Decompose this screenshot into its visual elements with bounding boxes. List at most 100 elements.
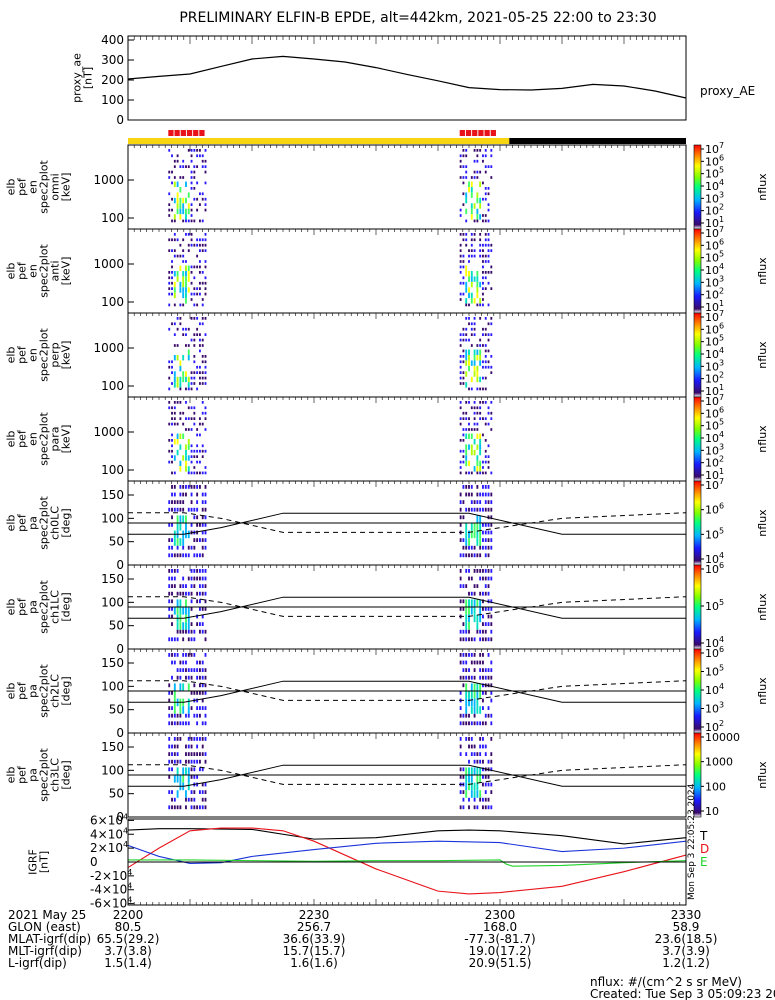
spectrogram-pixel xyxy=(201,805,204,810)
spectrogram-pixel xyxy=(479,744,482,749)
spectrogram-pixel xyxy=(193,149,196,152)
spectrogram-pixel xyxy=(201,683,204,688)
colorbar-tick-label: 106 xyxy=(705,405,724,420)
spectrogram-pixel xyxy=(198,706,201,710)
spectrogram-pixel xyxy=(179,208,182,215)
spectrogram-ylabel-3-line-2: en xyxy=(27,348,40,362)
spectrogram-pixel xyxy=(462,775,465,779)
spectrogram-pixel xyxy=(482,485,484,489)
spectrogram-ytick-label: 100 xyxy=(101,295,124,309)
spectrogram-pixel xyxy=(482,737,484,741)
spectrogram-pixel xyxy=(182,219,185,223)
spectrogram-pixel xyxy=(490,401,493,404)
spectrogram-panel-3: 1001000elbpefenspec2plotperp[keV]1011021… xyxy=(5,309,770,398)
spectrogram-pixel xyxy=(459,355,462,358)
spectrogram-pixel xyxy=(470,530,473,539)
spectrogram-pixel xyxy=(459,721,462,726)
spectrogram-pixel xyxy=(459,691,462,695)
spectrogram-pixel xyxy=(201,322,204,326)
spectrogram-pixel xyxy=(470,192,473,198)
spectrogram-pixel xyxy=(465,629,468,634)
spectrogram-pixel xyxy=(176,376,179,383)
spectrogram-pixel xyxy=(479,170,482,174)
spectrogram-pixel xyxy=(168,249,171,252)
spectrogram-pixel xyxy=(484,471,487,475)
spectrogram-pixel xyxy=(196,614,199,619)
spectrogram-pixel xyxy=(185,197,187,204)
spectrogram-pixel xyxy=(468,433,470,439)
spectrogram-pixel xyxy=(476,197,479,204)
spectrogram-pixel xyxy=(470,333,473,336)
spectrogram-pixel xyxy=(173,159,176,163)
spectrogram-pixel xyxy=(479,444,482,450)
spectrogram-pixel xyxy=(171,752,173,756)
spectrogram-pixel xyxy=(196,471,199,475)
spectrogram-pixel xyxy=(473,713,476,718)
spectrogram-pixel xyxy=(462,376,465,380)
spectrogram-pixel xyxy=(185,276,187,282)
spectrogram-pixel xyxy=(476,276,479,282)
spectrogram-pixel xyxy=(482,276,484,280)
spectrogram-pixel xyxy=(168,238,171,242)
spectrogram-pixel xyxy=(198,260,201,263)
spectrogram-pixel xyxy=(193,767,196,772)
spectrogram-pixel xyxy=(476,553,479,558)
spectrogram-pixel xyxy=(487,338,490,342)
spectrogram-pixel xyxy=(482,599,484,604)
spectrogram-pixel xyxy=(487,281,490,285)
spectrogram-pixel xyxy=(173,683,176,691)
spectrogram-pixel xyxy=(490,782,493,787)
spectrogram-pixel xyxy=(201,317,204,320)
spectrogram-pixel xyxy=(465,192,468,198)
spectrogram-pixel xyxy=(468,653,470,657)
spectrogram-pixel xyxy=(476,455,479,461)
spectrogram-pixel xyxy=(476,767,479,775)
spectrogram-pixel xyxy=(179,607,182,615)
spectrogram-pixel xyxy=(171,170,173,174)
spectrogram-pixel xyxy=(482,333,484,336)
spectrogram-pixel xyxy=(173,553,176,558)
spectrogram-pixel xyxy=(190,607,193,611)
spectrogram-pixel xyxy=(173,500,176,504)
spectrogram-pixel xyxy=(487,805,490,810)
spectrogram-pixel xyxy=(487,500,490,504)
spectrogram-pixel xyxy=(204,797,207,802)
spectrogram-pixel xyxy=(171,713,173,718)
spectrogram-pixel xyxy=(470,276,473,282)
spectrogram-pixel xyxy=(459,523,462,527)
spectrogram-pixel xyxy=(479,317,482,320)
spectrogram-pixel xyxy=(187,287,190,293)
spectrogram-pixel xyxy=(171,287,173,290)
spectrogram-pixel xyxy=(470,433,473,439)
spectrogram-pixel xyxy=(176,203,179,209)
spectrogram-pixel xyxy=(196,387,199,391)
spectrogram-pixel xyxy=(173,376,176,383)
spectrogram-pixel xyxy=(198,333,201,336)
spectrogram-pixel xyxy=(473,759,476,764)
proxy-ae-ylabel-line-0: proxy_ae xyxy=(71,53,84,103)
spectrogram-pixel xyxy=(198,371,201,374)
spectrogram-pixel xyxy=(193,569,196,573)
spectrogram-ylabel-5-line-4: ch0LC xyxy=(49,506,62,540)
spectrogram-pixel xyxy=(476,599,479,607)
spectrogram-pixel xyxy=(182,775,185,783)
spectrogram-pixel xyxy=(176,775,179,783)
spectrogram-pixel xyxy=(482,303,484,307)
spectrogram-pixel xyxy=(196,433,199,437)
spectrogram-pixel xyxy=(473,790,476,798)
spectrogram-pixel xyxy=(176,767,179,775)
spectrogram-pixel xyxy=(176,538,179,546)
spectrogram-pixel xyxy=(168,214,171,217)
spectrogram-pixel xyxy=(462,154,465,158)
spectrogram-pixel xyxy=(198,154,201,158)
spectrogram-pixel xyxy=(187,675,190,680)
spectrogram-pixel xyxy=(185,449,187,456)
spectrogram-pixel xyxy=(196,371,199,374)
igrf-line-t xyxy=(127,828,687,845)
spectrogram-pixel xyxy=(459,805,462,810)
spectrogram-pixel xyxy=(171,181,173,185)
spectrogram-pixel xyxy=(193,406,196,410)
spectrogram-pixel xyxy=(182,538,185,546)
spectrogram-pixel xyxy=(465,287,468,293)
bar-red-segment-1 xyxy=(484,130,490,136)
